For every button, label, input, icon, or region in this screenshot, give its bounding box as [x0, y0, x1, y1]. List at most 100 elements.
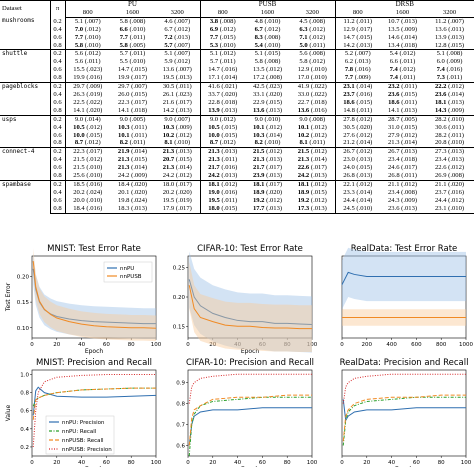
table-cell: 5.8 (.005) — [119, 41, 146, 49]
series-band — [189, 261, 312, 353]
table-cell: 14.7 (.015) — [334, 33, 381, 42]
table-cell: 20.2 (.020) — [162, 188, 192, 196]
table-cell: 26.8 (.011) — [388, 172, 417, 180]
x-tick-label: 100 — [151, 460, 162, 466]
table-cell: 24.2 (.009) — [117, 172, 148, 180]
table-cell: 17.3 (.013) — [290, 204, 336, 214]
table-cell: 19.2 (.012) — [297, 196, 327, 204]
series-line — [188, 285, 312, 330]
table-cell: 18.6 (.011) — [388, 98, 417, 106]
table-cell: 8.1 (.011) — [299, 139, 326, 147]
y-tick-label: 0.8 — [20, 391, 29, 397]
dataset-name: spambase — [0, 179, 50, 214]
table-cell: 21.2 (.014) — [334, 139, 381, 148]
table-row: 0.4 5.6 (.011) 5.5 (.010) 5.9 (.012) 5.7 (.0… — [0, 58, 474, 67]
plot-frame — [187, 369, 313, 457]
y-axis-label: Test Error — [5, 282, 12, 312]
table-cell: 30.5 (.011) — [155, 82, 201, 91]
table-row: 0.6 20.0 (.010) 19.8 (.024) 19.5 (.019) 19.5… — [0, 196, 474, 205]
table-cell: 22.7 (.018) — [297, 98, 327, 106]
table-cell: 24.2 (.013) — [297, 172, 327, 180]
table-row: 0.8 25.6 (.010) 24.2 (.009) 24.2 (.012) 24.2… — [0, 172, 474, 181]
table-cell: 9.0 (.007) — [155, 114, 201, 124]
size-header: 800 — [64, 8, 110, 18]
x-tick-label: 40 — [78, 460, 85, 466]
table-cell: 10.5 (.012) — [64, 123, 110, 132]
table-cell: 4.5 (.008) — [299, 17, 326, 25]
table-cell: 20.0 (.010) — [64, 196, 110, 205]
table-cell: 6.7 (.012) — [164, 25, 191, 33]
table-cell: 5.9 (.012) — [164, 58, 191, 66]
x-tick-label: 0 — [186, 342, 190, 348]
table-cell: 9.0 (.012) — [199, 114, 246, 124]
dataset-name: pageblocks — [0, 82, 50, 116]
table-cell: 5.8 (.012) — [299, 58, 326, 66]
table-cell: 29.7 (.007) — [110, 82, 155, 91]
table-cell: 29.7 (.009) — [64, 82, 110, 91]
table-cell: 24.4 (.012) — [434, 196, 465, 204]
pi-header: π — [49, 0, 65, 18]
legend-label: nnPU: Precision — [62, 420, 105, 426]
table-cell: 20.1 (.020) — [117, 188, 148, 196]
size-header: 3200 — [425, 8, 474, 18]
size-header: 3200 — [290, 8, 336, 18]
x-tick-label: 20 — [209, 342, 216, 348]
table-row: spambase 0.2 18.5 (.016) 18.4 (.020) 18.0 (.… — [0, 179, 474, 214]
table-cell: 13.4 (.018) — [387, 41, 418, 49]
table-cell: 8.2 (.011) — [119, 139, 146, 147]
legend-box — [103, 261, 153, 283]
series-line — [188, 396, 312, 457]
table-cell: 8.1 (.010) — [164, 139, 191, 147]
series-line — [188, 407, 312, 446]
series-band — [189, 251, 312, 353]
table-cell: 22.8 (.018) — [199, 98, 246, 107]
y-axis-label: Value — [5, 404, 12, 421]
table-cell: 21.7 (.016) — [199, 164, 246, 173]
pi-value: 0.6 — [49, 33, 65, 42]
table-cell: 7.7 (.011) — [119, 33, 146, 41]
table-row: 0.4 7.0 (.012) 6.6 (.010) 6.7 (.012) 6.9 (.0… — [0, 25, 474, 34]
dataset-header: Dataset — [0, 0, 50, 18]
table-cell: 19.9 (.017) — [117, 74, 148, 82]
table-cell: 27.8 (.012) — [334, 114, 381, 124]
table-cell: 14.1 (.013) — [387, 106, 418, 114]
plot-title: MNIST: Precision and Recall — [36, 358, 152, 368]
x-tick-label: 40 — [234, 460, 241, 466]
size-header: 1600 — [245, 8, 291, 18]
table-cell: 6.2 (.013) — [334, 58, 381, 67]
pi-value: 0.4 — [49, 90, 65, 99]
table-cell: 6.0 (.009) — [436, 58, 463, 66]
y-tick-label: 0.4 — [20, 427, 29, 433]
table-row: 0.6 10.0 (.015) 10.1 (.011) 10.2 (.012) 10.0… — [0, 131, 474, 140]
table-cell: 17.0 (.010) — [297, 74, 327, 82]
table-cell: 6.6 (.010) — [119, 25, 146, 33]
y-tick-label: 0.9 — [176, 381, 185, 387]
table-cell: 10.3 (.009) — [162, 123, 192, 131]
pi-value: 0.4 — [49, 123, 65, 132]
table-cell: 5.4 (.012) — [380, 49, 426, 59]
table-cell: 5.7 (.011) — [110, 49, 155, 59]
table-cell: 10.0 (.015) — [199, 131, 246, 140]
table-cell: 23.9 (.013) — [252, 172, 283, 180]
table-cell: 21.3 (.014) — [162, 164, 192, 172]
legend-label: nnPUSB: Precision — [62, 447, 112, 453]
x-tick-label: 100 — [307, 342, 318, 348]
pi-value: 0.8 — [49, 41, 65, 50]
table-cell: 41.9 (.022) — [290, 82, 336, 91]
size-header: 3200 — [155, 8, 201, 18]
pi-value: 0.2 — [49, 179, 65, 189]
x-tick-label: 40 — [234, 342, 241, 348]
table-cell: 8.7 (.012) — [64, 139, 110, 148]
table-cell: 21.3 (.015) — [117, 156, 148, 164]
table-cell: 5.1 (.007) — [155, 49, 201, 59]
size-header: 1600 — [380, 8, 426, 18]
table-cell: 18.4 (.016) — [64, 204, 110, 214]
y-tick-label: 0.6 — [176, 444, 185, 450]
table-cell: 23.4 (.013) — [434, 156, 465, 164]
series-line — [188, 394, 312, 446]
table-cell: 9.0 (.008) — [290, 114, 336, 124]
x-axis-label: Epoch — [85, 348, 104, 355]
table-cell: 24.4 (.014) — [334, 196, 381, 205]
table-row: 0.4 10.5 (.012) 10.3 (.011) 10.3 (.009) 10.5… — [0, 123, 474, 132]
table-cell: 17.1 (.014) — [199, 74, 246, 83]
